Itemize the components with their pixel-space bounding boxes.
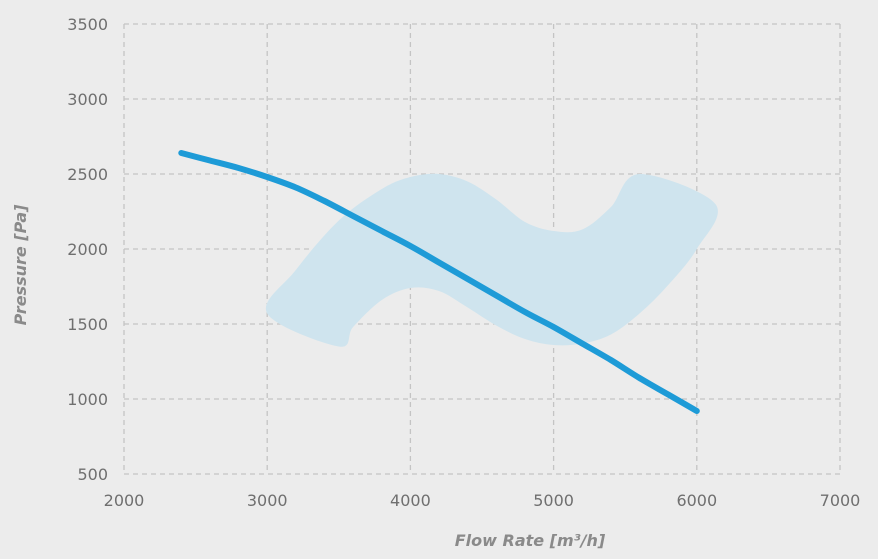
tick-labels: 2000 3000 4000 5000 6000 7000 500 1000 1500 2000 2…: [67, 15, 860, 510]
x-tick-label: 3000: [247, 491, 288, 510]
y-tick-label: 2500: [67, 165, 108, 184]
x-tick-label: 6000: [676, 491, 717, 510]
series-line: [178, 150, 700, 414]
y-tick-label: 500: [77, 465, 108, 484]
operating-region-area: [265, 173, 718, 347]
y-tick-label: 2000: [67, 240, 108, 259]
x-tick-label: 5000: [533, 491, 574, 510]
y-axis-title: Pressure [Pa]: [11, 204, 30, 326]
y-tick-label: 3000: [67, 90, 108, 109]
operating-region: [265, 173, 718, 347]
x-tick-label: 4000: [390, 491, 431, 510]
x-axis-title: Flow Rate [m³/h]: [455, 531, 606, 550]
series-layer: [178, 150, 700, 414]
x-tick-label: 7000: [820, 491, 861, 510]
y-tick-label: 1500: [67, 315, 108, 334]
x-tick-label: 2000: [104, 491, 145, 510]
y-tick-label: 3500: [67, 15, 108, 34]
y-tick-label: 1000: [67, 390, 108, 409]
grid: [123, 23, 841, 475]
